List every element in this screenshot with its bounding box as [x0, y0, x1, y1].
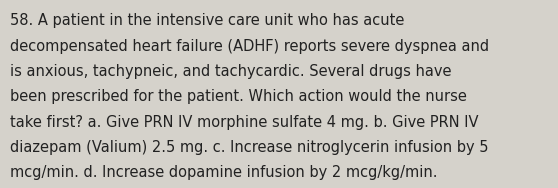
Text: decompensated heart failure (ADHF) reports severe dyspnea and: decompensated heart failure (ADHF) repor… — [10, 39, 489, 54]
Text: been prescribed for the patient. Which action would the nurse: been prescribed for the patient. Which a… — [10, 89, 467, 104]
Text: diazepam (Valium) 2.5 mg. c. Increase nitroglycerin infusion by 5: diazepam (Valium) 2.5 mg. c. Increase ni… — [10, 140, 489, 155]
Text: is anxious, tachypneic, and tachycardic. Several drugs have: is anxious, tachypneic, and tachycardic.… — [10, 64, 451, 79]
Text: mcg/min. d. Increase dopamine infusion by 2 mcg/kg/min.: mcg/min. d. Increase dopamine infusion b… — [10, 165, 437, 180]
Text: 58. A patient in the intensive care unit who has acute: 58. A patient in the intensive care unit… — [10, 13, 405, 28]
Text: take first? a. Give PRN IV morphine sulfate 4 mg. b. Give PRN IV: take first? a. Give PRN IV morphine sulf… — [10, 115, 479, 130]
